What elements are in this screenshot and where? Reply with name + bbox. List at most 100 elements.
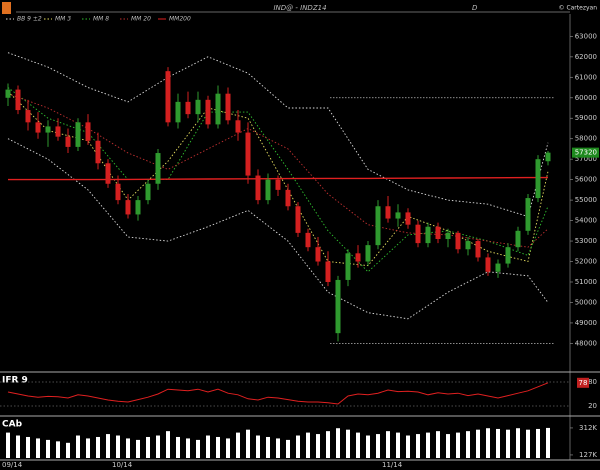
- candle-body: [455, 232, 461, 250]
- candle-body: [275, 179, 281, 190]
- candle-body: [85, 122, 91, 141]
- volume-bar: [536, 428, 540, 458]
- volume-bar: [546, 427, 550, 458]
- volume-bar: [296, 435, 300, 458]
- candle-body: [165, 71, 171, 123]
- volume-bar: [256, 435, 260, 458]
- volume-bar: [26, 436, 30, 458]
- candle-body: [105, 163, 111, 184]
- y-tick-label: 63000: [575, 32, 597, 40]
- candle-body: [65, 136, 71, 147]
- volume-bar: [336, 428, 340, 458]
- volume-bar: [156, 435, 160, 458]
- legend-label: MM 20: [131, 16, 151, 23]
- candle-body: [215, 93, 221, 125]
- volume-bar: [346, 429, 350, 458]
- candle-body: [465, 241, 471, 250]
- y-tick-label: 54000: [575, 217, 597, 225]
- volume-bar: [466, 431, 470, 458]
- candle-body: [245, 132, 251, 176]
- volume-bar: [386, 431, 390, 458]
- candle-body: [265, 179, 271, 201]
- candle-body: [35, 122, 41, 133]
- overlay-line: [7, 93, 549, 248]
- volume-bar: [116, 435, 120, 458]
- volume-bar: [6, 432, 10, 458]
- volume-bar: [46, 439, 50, 458]
- x-tick-label: 10/14: [112, 461, 133, 469]
- y-tick-label: 59000: [575, 114, 597, 122]
- y-tick-label: 20: [588, 402, 597, 410]
- y-tick-label: 49000: [575, 319, 597, 327]
- overlay-line: [8, 176, 548, 181]
- candle-body: [95, 140, 101, 164]
- candle-body: [335, 279, 341, 334]
- candle-body: [425, 226, 431, 244]
- volume-bar: [266, 436, 270, 458]
- volume-bar: [216, 436, 220, 458]
- volume-bar: [146, 436, 150, 458]
- volume-bar: [416, 434, 420, 458]
- candle-body: [175, 101, 181, 123]
- candle-body: [235, 120, 241, 133]
- y-tick-label: 50000: [575, 298, 597, 306]
- volume-bar: [306, 432, 310, 458]
- candle-body: [525, 198, 531, 231]
- volume-bar: [196, 439, 200, 458]
- volume-bar: [66, 442, 70, 458]
- candle-body: [305, 232, 311, 248]
- volume-bar: [176, 436, 180, 458]
- candle-body: [15, 89, 21, 111]
- volume-bar: [436, 431, 440, 458]
- legend-label: MM 8: [93, 16, 109, 23]
- candle-body: [255, 175, 261, 201]
- y-tick-label: 52000: [575, 258, 597, 266]
- volume-bar: [376, 434, 380, 458]
- volume-bar: [316, 434, 320, 458]
- volume-bar: [446, 434, 450, 458]
- volume-bar: [366, 435, 370, 458]
- candle-body: [225, 93, 231, 121]
- candle-body: [325, 261, 331, 282]
- candle-body: [115, 183, 121, 201]
- volume-bar: [86, 438, 90, 458]
- candle-body: [125, 200, 131, 215]
- y-tick-label: 58000: [575, 135, 597, 143]
- y-tick-label: 80: [588, 378, 597, 386]
- candle-body: [445, 232, 451, 240]
- y-tick-label: 53000: [575, 237, 597, 245]
- app-icon[interactable]: [2, 2, 11, 14]
- candle-body: [535, 159, 541, 199]
- volume-bar: [356, 432, 360, 458]
- candle-body: [365, 245, 371, 262]
- candle-body: [515, 230, 521, 248]
- volume-bar: [406, 435, 410, 458]
- overlay-line: [7, 87, 549, 273]
- volume-bar: [206, 435, 210, 458]
- candle-body: [285, 189, 291, 207]
- last-value-box: [577, 377, 589, 388]
- overlay-line: [7, 52, 549, 218]
- volume-bar: [236, 432, 240, 458]
- volume-bar: [526, 429, 530, 458]
- chart-title: IND@ - INDZ14: [273, 4, 326, 12]
- y-tick-label: 62000: [575, 53, 597, 61]
- legend-label: MM 3: [55, 16, 71, 23]
- candle-body: [495, 263, 501, 272]
- candle-body: [315, 247, 321, 262]
- x-tick-label: 09/14: [2, 461, 23, 469]
- volume-bar: [246, 429, 250, 458]
- y-tick-label: 55000: [575, 196, 597, 204]
- candle-body: [395, 212, 401, 219]
- candle-body: [135, 200, 141, 215]
- candle-body: [475, 241, 481, 258]
- volume-bar: [186, 438, 190, 458]
- volume-bar: [326, 431, 330, 458]
- y-tick-label: 56000: [575, 176, 597, 184]
- candle-body: [545, 152, 551, 162]
- volume-bar: [56, 441, 60, 458]
- y-tick-label: 61000: [575, 73, 597, 81]
- volume-bar: [96, 436, 100, 458]
- candle-body: [55, 126, 61, 137]
